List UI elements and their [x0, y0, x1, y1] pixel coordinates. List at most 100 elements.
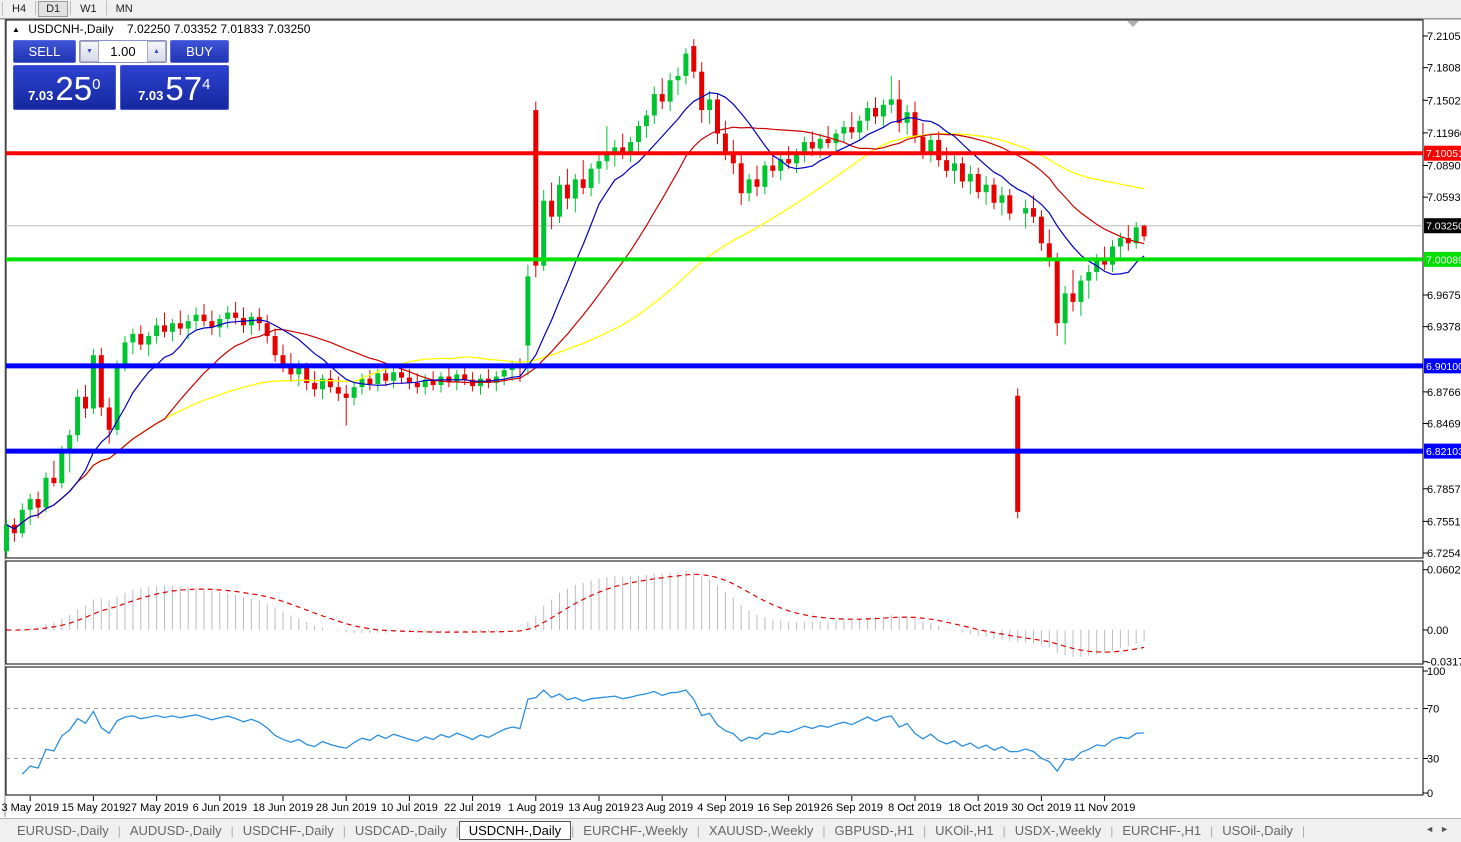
toolbar-separator — [35, 1, 37, 15]
macd-axis-label: 0.060273 — [1427, 565, 1461, 577]
price-level-badge — [1424, 251, 1461, 267]
one-click-trade-panel: SELL ▼ ▲ BUY 7.03 25 0 7.03 57 4 — [13, 40, 229, 110]
price-axis-label: 6.84690 — [1427, 419, 1461, 431]
symbol-tabs: EURUSD-,Daily | AUDUSD-,Daily | USDCHF-,Dail… — [8, 821, 1305, 840]
price-axis-label: 7.18080 — [1427, 63, 1461, 75]
price-axis-label: 6.78570 — [1427, 484, 1461, 496]
buy-price-main: 57 — [165, 70, 203, 107]
collapse-arrow-icon[interactable]: ▲ — [12, 25, 20, 34]
symbol-tab-usdx[interactable]: USDX-,Weekly — [1014, 823, 1102, 838]
toolbar-separator — [2, 2, 3, 16]
symbol-tab-eurusd[interactable]: EURUSD-,Daily — [17, 823, 109, 838]
volume-decrease-icon[interactable]: ▼ — [79, 41, 99, 62]
price-level-badge-label: 7.10051 — [1426, 148, 1461, 160]
symbol-tab-audusd[interactable]: AUDUSD-,Daily — [129, 823, 222, 838]
date-axis-label: 28 Jun 2019 — [316, 802, 377, 814]
symbol-tab-usdcnh[interactable]: USDCNH-,Daily — [458, 821, 572, 840]
timeframe-button-d1[interactable]: D1 — [38, 1, 69, 17]
tab-scroll-left-icon[interactable]: ◄ — [1425, 824, 1441, 834]
volume-stepper: ▼ ▲ — [78, 40, 167, 63]
symbol-tab-eurchf[interactable]: EURCHF-,Weekly — [583, 823, 688, 838]
date-axis-label: 15 May 2019 — [62, 802, 126, 814]
tab-separator: | — [923, 823, 927, 838]
sell-button[interactable]: SELL — [13, 40, 76, 63]
date-axis-label: 18 Oct 2019 — [948, 802, 1008, 814]
price-level-badge — [1424, 358, 1461, 374]
chart-title: ▲ USDCNH-,Daily 7.02250 7.03352 7.01833 … — [12, 22, 310, 36]
tab-separator: | — [1210, 823, 1214, 838]
sell-price-pip: 0 — [92, 76, 101, 93]
date-axis-label: 22 Jul 2019 — [444, 802, 501, 814]
tab-separator: | — [230, 823, 234, 838]
buy-price-display[interactable]: 7.03 57 4 — [119, 65, 229, 110]
chart-symbol-label: USDCNH-,Daily — [28, 22, 114, 36]
chart-shift-marker-icon[interactable] — [1127, 21, 1139, 27]
price-level-badge — [1424, 145, 1461, 161]
toolbar-separator — [105, 1, 107, 15]
date-axis-label: 6 Jun 2019 — [193, 802, 247, 814]
date-axis-label: 8 Oct 2019 — [888, 802, 942, 814]
date-axis-label: 3 May 2019 — [1, 802, 58, 814]
symbol-tab-usdchf[interactable]: USDCHF-,Daily — [242, 823, 334, 838]
price-level-badge — [1424, 443, 1461, 459]
rsi-axis-label: 70 — [1427, 704, 1439, 716]
rsi-axis-label: 100 — [1427, 666, 1445, 678]
chart-ohlc-values: 7.02250 7.03352 7.01833 7.03250 — [126, 22, 311, 36]
timeframe-button-mn[interactable]: MN — [115, 3, 133, 15]
date-axis-label: 23 Aug 2019 — [631, 802, 693, 814]
buy-price-pip: 4 — [202, 76, 211, 93]
tab-separator: | — [696, 823, 700, 838]
tab-separator: | — [1002, 823, 1006, 838]
symbol-tab-xauusd[interactable]: XAUUSD-,Weekly — [708, 823, 814, 838]
sell-price-prefix: 7.03 — [28, 88, 54, 103]
tab-separator: | — [1302, 823, 1306, 838]
timeframe-buttons: H4 D1 W1 MN — [5, 1, 140, 17]
date-axis-label: 13 Aug 2019 — [568, 802, 630, 814]
price-axis-label: 6.87660 — [1427, 387, 1461, 399]
volume-increase-icon[interactable]: ▲ — [146, 41, 166, 62]
price-level-badge-label: 6.82103 — [1426, 446, 1461, 458]
buy-button[interactable]: BUY — [169, 40, 229, 63]
symbol-tab-ukoil[interactable]: UKOil-,H1 — [935, 823, 994, 838]
price-axis-label: 7.11960 — [1427, 128, 1461, 140]
date-axis-label: 4 Sep 2019 — [697, 802, 753, 814]
timeframe-button-h4[interactable]: H4 — [12, 3, 27, 15]
date-axis-label: 10 Jul 2019 — [381, 802, 438, 814]
tab-scroll-right-icon[interactable]: ► — [1440, 824, 1455, 834]
price-axis-label: 7.08900 — [1427, 160, 1461, 172]
tab-separator: | — [1110, 823, 1114, 838]
symbol-tab-usdcad[interactable]: USDCAD-,Daily — [354, 823, 447, 838]
price-axis-label: 6.93780 — [1427, 322, 1461, 334]
symbol-tab-bar: EURUSD-,Daily | AUDUSD-,Daily | USDCHF-,Dail… — [0, 818, 1461, 842]
price-axis-label: 6.75510 — [1427, 516, 1461, 528]
volume-input[interactable] — [98, 41, 147, 62]
current-price-badge — [1424, 218, 1461, 234]
current-price-badge-label: 7.03250 — [1426, 221, 1461, 233]
sell-price-main: 25 — [55, 70, 93, 107]
symbol-tab-usoil[interactable]: USOil-,Daily — [1222, 823, 1294, 838]
timeframe-button-w1[interactable]: W1 — [80, 3, 97, 15]
buy-price-prefix: 7.03 — [138, 88, 164, 103]
price-axis-label: 6.96750 — [1427, 290, 1461, 302]
price-axis-label: 7.21050 — [1427, 31, 1461, 43]
rsi-axis-label: 30 — [1427, 754, 1439, 766]
date-axis-label: 16 Sep 2019 — [757, 802, 819, 814]
date-axis-label: 11 Nov 2019 — [1074, 802, 1136, 814]
macd-axis-label: -0.031725 — [1427, 657, 1461, 669]
symbol-tab-eurchf[interactable]: EURCHF-,H1 — [1122, 823, 1202, 838]
macd-axis-label: 0.00 — [1427, 625, 1448, 637]
date-axis-label: 26 Sep 2019 — [821, 802, 883, 814]
tab-separator: | — [342, 823, 346, 838]
price-axis-label: 7.05930 — [1427, 192, 1461, 204]
tab-separator: | — [117, 823, 121, 838]
date-axis-label: 18 Jun 2019 — [253, 802, 314, 814]
timeframe-toolbar: H4 D1 W1 MN — [0, 0, 1461, 19]
symbol-tab-gbpusd[interactable]: GBPUSD-,H1 — [834, 823, 915, 838]
date-axis-label: 27 May 2019 — [125, 802, 189, 814]
candles-layer — [4, 39, 1147, 557]
price-axis-label: 7.15020 — [1427, 95, 1461, 107]
sell-price-display[interactable]: 7.03 25 0 — [13, 65, 116, 110]
rsi-axis-label: 0 — [1427, 788, 1433, 800]
